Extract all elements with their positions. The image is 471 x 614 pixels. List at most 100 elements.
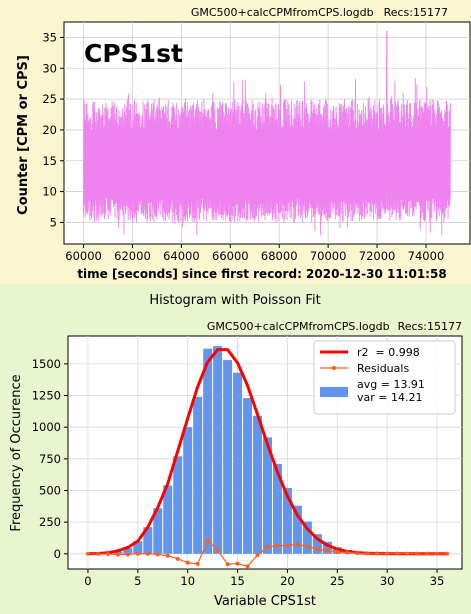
bottom-y-tick-label: 1000: [32, 420, 61, 434]
histogram-bar: [133, 541, 143, 554]
residual-point: [425, 551, 430, 556]
histogram-bar: [282, 487, 292, 554]
top-y-tick-label: 30: [42, 61, 57, 75]
histogram-bar: [143, 527, 153, 554]
residual-point: [245, 564, 250, 569]
top-y-tick-label: 5: [50, 215, 57, 229]
residual-point: [275, 543, 280, 548]
residual-point: [445, 551, 450, 556]
residual-point: [185, 560, 190, 565]
residual-point: [95, 551, 100, 556]
residual-point: [385, 551, 390, 556]
top-y-tick-label: 20: [42, 123, 57, 137]
histogram-bar: [292, 505, 302, 554]
histogram-bar: [153, 508, 163, 554]
residual-point: [265, 544, 270, 549]
legend: r2 = 0.998 Residuals avg = 13.91 var = 1…: [313, 340, 456, 415]
top-x-tick-label: 68000: [261, 249, 298, 263]
bottom-y-tick-label: 250: [39, 515, 61, 529]
legend-fit-label: r2 = 0.998: [357, 346, 420, 359]
bottom-x-tick-label: 15: [230, 574, 245, 588]
bottom-x-tick-label: 20: [280, 574, 295, 588]
residual-point: [355, 551, 360, 556]
residual-point: [115, 552, 120, 557]
bottom-y-tick-label: 500: [39, 483, 61, 497]
histogram-bar: [173, 456, 183, 554]
residual-point: [155, 552, 160, 557]
histogram-bar: [213, 346, 223, 554]
top-y-tick-label: 25: [42, 92, 57, 106]
residual-point: [315, 547, 320, 552]
residual-point: [405, 551, 410, 556]
residual-point: [365, 551, 370, 556]
top-y-tick-label: 35: [42, 30, 57, 44]
time-series-panel: GMC500+calcCPMfromCPS.logdb Recs:15177 CP…: [0, 0, 471, 284]
top-x-tick-label: 64000: [163, 249, 200, 263]
histogram-bar: [163, 485, 173, 554]
residual-point: [205, 538, 210, 543]
top-x-tick-label: 60000: [65, 249, 102, 263]
bottom-x-tick-label: 35: [430, 574, 445, 588]
legend-box: [313, 340, 456, 415]
bottom-y-tick-label: 1500: [32, 357, 61, 371]
legend-histogram-label-2: var = 14.21: [357, 391, 422, 404]
histogram-bar: [183, 427, 193, 554]
residual-point: [305, 544, 310, 549]
top-x-tick-label: 72000: [359, 249, 396, 263]
bottom-x-tick-label: 0: [84, 574, 91, 588]
residual-point: [415, 551, 420, 556]
histogram-bar: [123, 548, 133, 554]
residual-point: [225, 562, 230, 567]
histogram-bar: [263, 437, 272, 554]
inset-label: CPS1st: [84, 39, 183, 68]
histogram-bar: [312, 534, 322, 554]
bottom-y-axis-label: Frequency of Occurence: [9, 374, 24, 531]
histogram-title: Histogram with Poisson Fit: [149, 293, 320, 308]
bottom-x-tick-label: 5: [134, 574, 141, 588]
top-x-tick-label: 62000: [114, 249, 151, 263]
top-y-tick-label: 15: [42, 154, 57, 168]
legend-residuals-label: Residuals: [357, 362, 409, 375]
residual-point: [85, 551, 90, 556]
residual-point: [165, 553, 170, 558]
bottom-y-tick-label: 0: [54, 547, 61, 561]
histogram-bar: [272, 463, 282, 554]
legend-histogram-label-1: avg = 13.91: [357, 378, 425, 391]
time-series-chart: GMC500+calcCPMfromCPS.logdb Recs:15177 CP…: [16, 6, 471, 281]
top-y-tick-label: 10: [42, 185, 57, 199]
top-x-tick-label: 66000: [212, 249, 249, 263]
residual-point: [435, 551, 440, 556]
bottom-y-tick-label: 750: [39, 452, 61, 466]
cps-series-line: [83, 30, 451, 236]
top-x-tick-label: 74000: [408, 249, 445, 263]
residual-point: [235, 561, 240, 566]
legend-histogram-swatch: [320, 387, 348, 397]
residual-point: [335, 549, 340, 554]
residual-point: [375, 551, 380, 556]
top-file-label: GMC500+calcCPMfromCPS.logdb Recs:15177: [191, 6, 448, 19]
residual-point: [345, 550, 350, 555]
residual-point: [125, 552, 130, 557]
residual-point: [135, 551, 140, 556]
residual-point: [175, 556, 180, 561]
legend-residuals-marker: [331, 365, 337, 371]
residual-point: [215, 548, 220, 553]
residual-point: [105, 552, 110, 557]
histogram-bar: [302, 521, 312, 554]
residual-point: [295, 542, 300, 547]
histogram-bar: [223, 360, 233, 554]
histogram-bar: [243, 398, 253, 554]
bottom-x-axis-label: Variable CPS1st: [214, 594, 316, 609]
residual-point: [325, 548, 330, 553]
bottom-y-tick-label: 1250: [32, 389, 61, 403]
residual-point: [145, 551, 150, 556]
residual-point: [285, 543, 290, 548]
bottom-x-tick-label: 25: [330, 574, 345, 588]
histogram-bar: [203, 348, 213, 554]
bottom-x-tick-label: 30: [380, 574, 395, 588]
histogram-bar: [193, 396, 203, 554]
bottom-x-tick-label: 10: [180, 574, 195, 588]
top-x-tick-label: 70000: [310, 249, 347, 263]
histogram-bar: [253, 415, 263, 554]
histogram-panel: Histogram with Poisson Fit GMC500+calcCP…: [0, 284, 471, 614]
